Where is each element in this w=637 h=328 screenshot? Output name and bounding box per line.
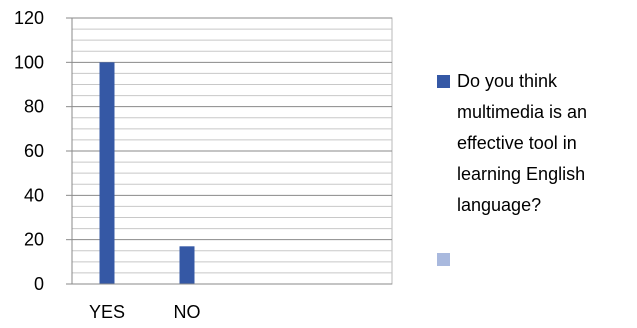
- bar-yes: [99, 62, 115, 285]
- y-tick-label: 120: [14, 8, 44, 28]
- x-axis: YES NO: [72, 283, 392, 322]
- legend-swatch-series-1: [437, 75, 450, 88]
- bars: [99, 62, 195, 285]
- legend-label-line: language?: [457, 195, 541, 215]
- legend: Do you think multimedia is an effective …: [437, 71, 587, 266]
- x-tick-label: NO: [174, 302, 201, 322]
- legend-label-line: effective tool in: [457, 133, 577, 153]
- y-axis: 0 20 40 60 80 100 120: [14, 8, 73, 294]
- y-tick-label: 100: [14, 52, 44, 72]
- legend-swatch-series-2: [437, 253, 450, 266]
- plot-area: 0 20 40 60 80 100 120 YES NO: [14, 8, 393, 322]
- legend-label-line: learning English: [457, 164, 585, 184]
- y-tick-label: 20: [24, 230, 44, 250]
- y-tick-label: 80: [24, 97, 44, 117]
- y-tick-label: 60: [24, 141, 44, 161]
- x-tick-label: YES: [89, 302, 125, 322]
- gridlines: [72, 17, 392, 274]
- legend-label-line: multimedia is an: [457, 102, 587, 122]
- bar-no: [179, 246, 195, 284]
- y-tick-label: 0: [34, 274, 44, 294]
- y-tick-label: 40: [24, 185, 44, 205]
- legend-entry-series-1: Do you think multimedia is an effective …: [457, 71, 587, 215]
- legend-label-line: Do you think: [457, 71, 558, 91]
